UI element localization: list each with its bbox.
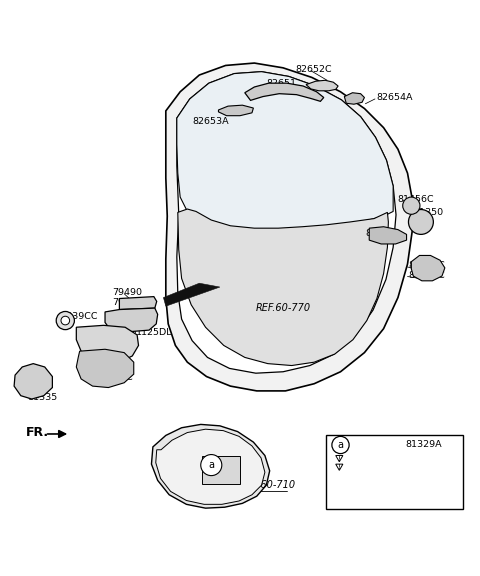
Polygon shape bbox=[76, 325, 139, 363]
Text: 81335: 81335 bbox=[27, 393, 57, 401]
Circle shape bbox=[332, 437, 349, 453]
Text: 81353: 81353 bbox=[365, 229, 396, 238]
Circle shape bbox=[408, 210, 433, 234]
Circle shape bbox=[61, 316, 70, 325]
Polygon shape bbox=[14, 363, 52, 399]
Text: !: ! bbox=[338, 464, 341, 471]
Polygon shape bbox=[76, 349, 134, 388]
Text: 82651: 82651 bbox=[266, 79, 296, 88]
Text: 79490: 79490 bbox=[112, 288, 142, 297]
Polygon shape bbox=[245, 83, 324, 101]
Text: 1125DL: 1125DL bbox=[136, 328, 172, 336]
Circle shape bbox=[403, 197, 420, 214]
Text: !: ! bbox=[338, 456, 341, 462]
Polygon shape bbox=[105, 308, 157, 332]
Polygon shape bbox=[178, 209, 388, 366]
Text: REF.60-770: REF.60-770 bbox=[255, 303, 311, 313]
Circle shape bbox=[56, 312, 74, 329]
Polygon shape bbox=[152, 425, 270, 508]
Polygon shape bbox=[156, 429, 265, 505]
Text: 81325C: 81325C bbox=[96, 363, 133, 372]
Polygon shape bbox=[218, 105, 253, 116]
Text: 83665C: 83665C bbox=[408, 271, 445, 280]
Text: 81329A: 81329A bbox=[405, 441, 442, 449]
Polygon shape bbox=[369, 227, 407, 244]
Text: 82654A: 82654A bbox=[376, 93, 413, 103]
FancyBboxPatch shape bbox=[202, 456, 240, 484]
Text: 83655C: 83655C bbox=[408, 262, 445, 271]
Circle shape bbox=[201, 454, 222, 476]
FancyBboxPatch shape bbox=[326, 435, 463, 509]
Polygon shape bbox=[163, 283, 220, 306]
Polygon shape bbox=[411, 255, 445, 281]
Text: 82653A: 82653A bbox=[192, 117, 229, 126]
Polygon shape bbox=[306, 80, 338, 91]
Text: a: a bbox=[208, 460, 214, 470]
Text: 81350: 81350 bbox=[413, 208, 444, 217]
Text: 81326C: 81326C bbox=[96, 373, 133, 381]
Polygon shape bbox=[177, 71, 396, 373]
Text: REF.60-710: REF.60-710 bbox=[241, 480, 296, 490]
Text: 1339CC: 1339CC bbox=[60, 312, 98, 321]
Text: FR.: FR. bbox=[25, 426, 48, 439]
Text: 81456C: 81456C bbox=[397, 195, 433, 204]
Text: 79480: 79480 bbox=[112, 298, 142, 307]
Polygon shape bbox=[166, 63, 412, 391]
Text: 82652C: 82652C bbox=[295, 65, 332, 74]
Polygon shape bbox=[177, 71, 393, 230]
Polygon shape bbox=[344, 93, 364, 104]
Text: a: a bbox=[337, 440, 344, 450]
Polygon shape bbox=[120, 297, 157, 309]
